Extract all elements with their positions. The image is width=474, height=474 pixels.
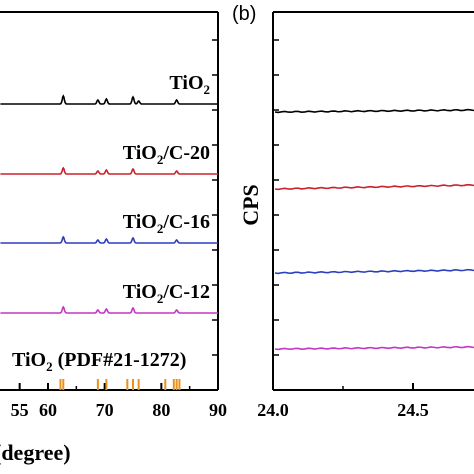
- panel-a: 55 60 70 80 90 TiO2 TiO2/C-20 TiO2/C-16 TiO2/C-…: [0, 11, 227, 465]
- panel-b-series-line: [274, 183, 474, 191]
- panel-b-series-line: [274, 108, 474, 114]
- panel-b-x-tick-label: 24.5: [397, 400, 429, 420]
- panel-a-series-label: TiO2: [169, 72, 210, 97]
- panel-a-x-ticks: 55 60 70 80 90: [11, 39, 227, 420]
- panel-b-letter: (b): [232, 3, 256, 25]
- panel-b-x-tick-label: 24.0: [257, 400, 289, 420]
- panel-a-series-label: TiO2/C-20: [123, 142, 210, 167]
- panel-b-y-label: CPS: [238, 184, 263, 226]
- panel-a-x-tick-label: 80: [152, 400, 170, 420]
- panel-a-series: [0, 94, 218, 314]
- panel-a-series-line: [0, 305, 218, 314]
- panel-a-series-label: TiO2/C-12: [123, 281, 210, 306]
- panel-b: (b) CPS 24.0 24.5: [232, 3, 474, 420]
- panel-a-series-line: [0, 235, 218, 244]
- panel-a-x-label: (degree): [0, 440, 71, 465]
- panel-a-series-label: TiO2/C-16: [123, 211, 210, 236]
- panel-a-x-tick-label: 70: [96, 400, 114, 420]
- panel-a-series-line: [0, 94, 218, 105]
- panel-a-series-labels: TiO2 TiO2/C-20 TiO2/C-16 TiO2/C-12: [123, 72, 210, 306]
- panel-b-x-ticks: 24.0 24.5: [257, 39, 429, 420]
- panel-a-reference: TiO2 (PDF#21-1272): [12, 349, 186, 390]
- panel-a-reference-label: TiO2 (PDF#21-1272): [12, 349, 186, 374]
- panel-b-series: [274, 108, 474, 351]
- panel-b-series-line: [274, 345, 474, 351]
- panel-b-series-line: [274, 268, 474, 275]
- panel-a-x-tick-label: 60: [39, 400, 57, 420]
- panel-a-x-tick-label: 55: [11, 400, 29, 420]
- panel-a-x-tick-label: 90: [209, 400, 227, 420]
- panel-a-series-line: [0, 166, 218, 175]
